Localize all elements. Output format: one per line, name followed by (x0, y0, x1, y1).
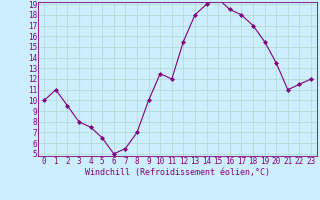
X-axis label: Windchill (Refroidissement éolien,°C): Windchill (Refroidissement éolien,°C) (85, 168, 270, 177)
